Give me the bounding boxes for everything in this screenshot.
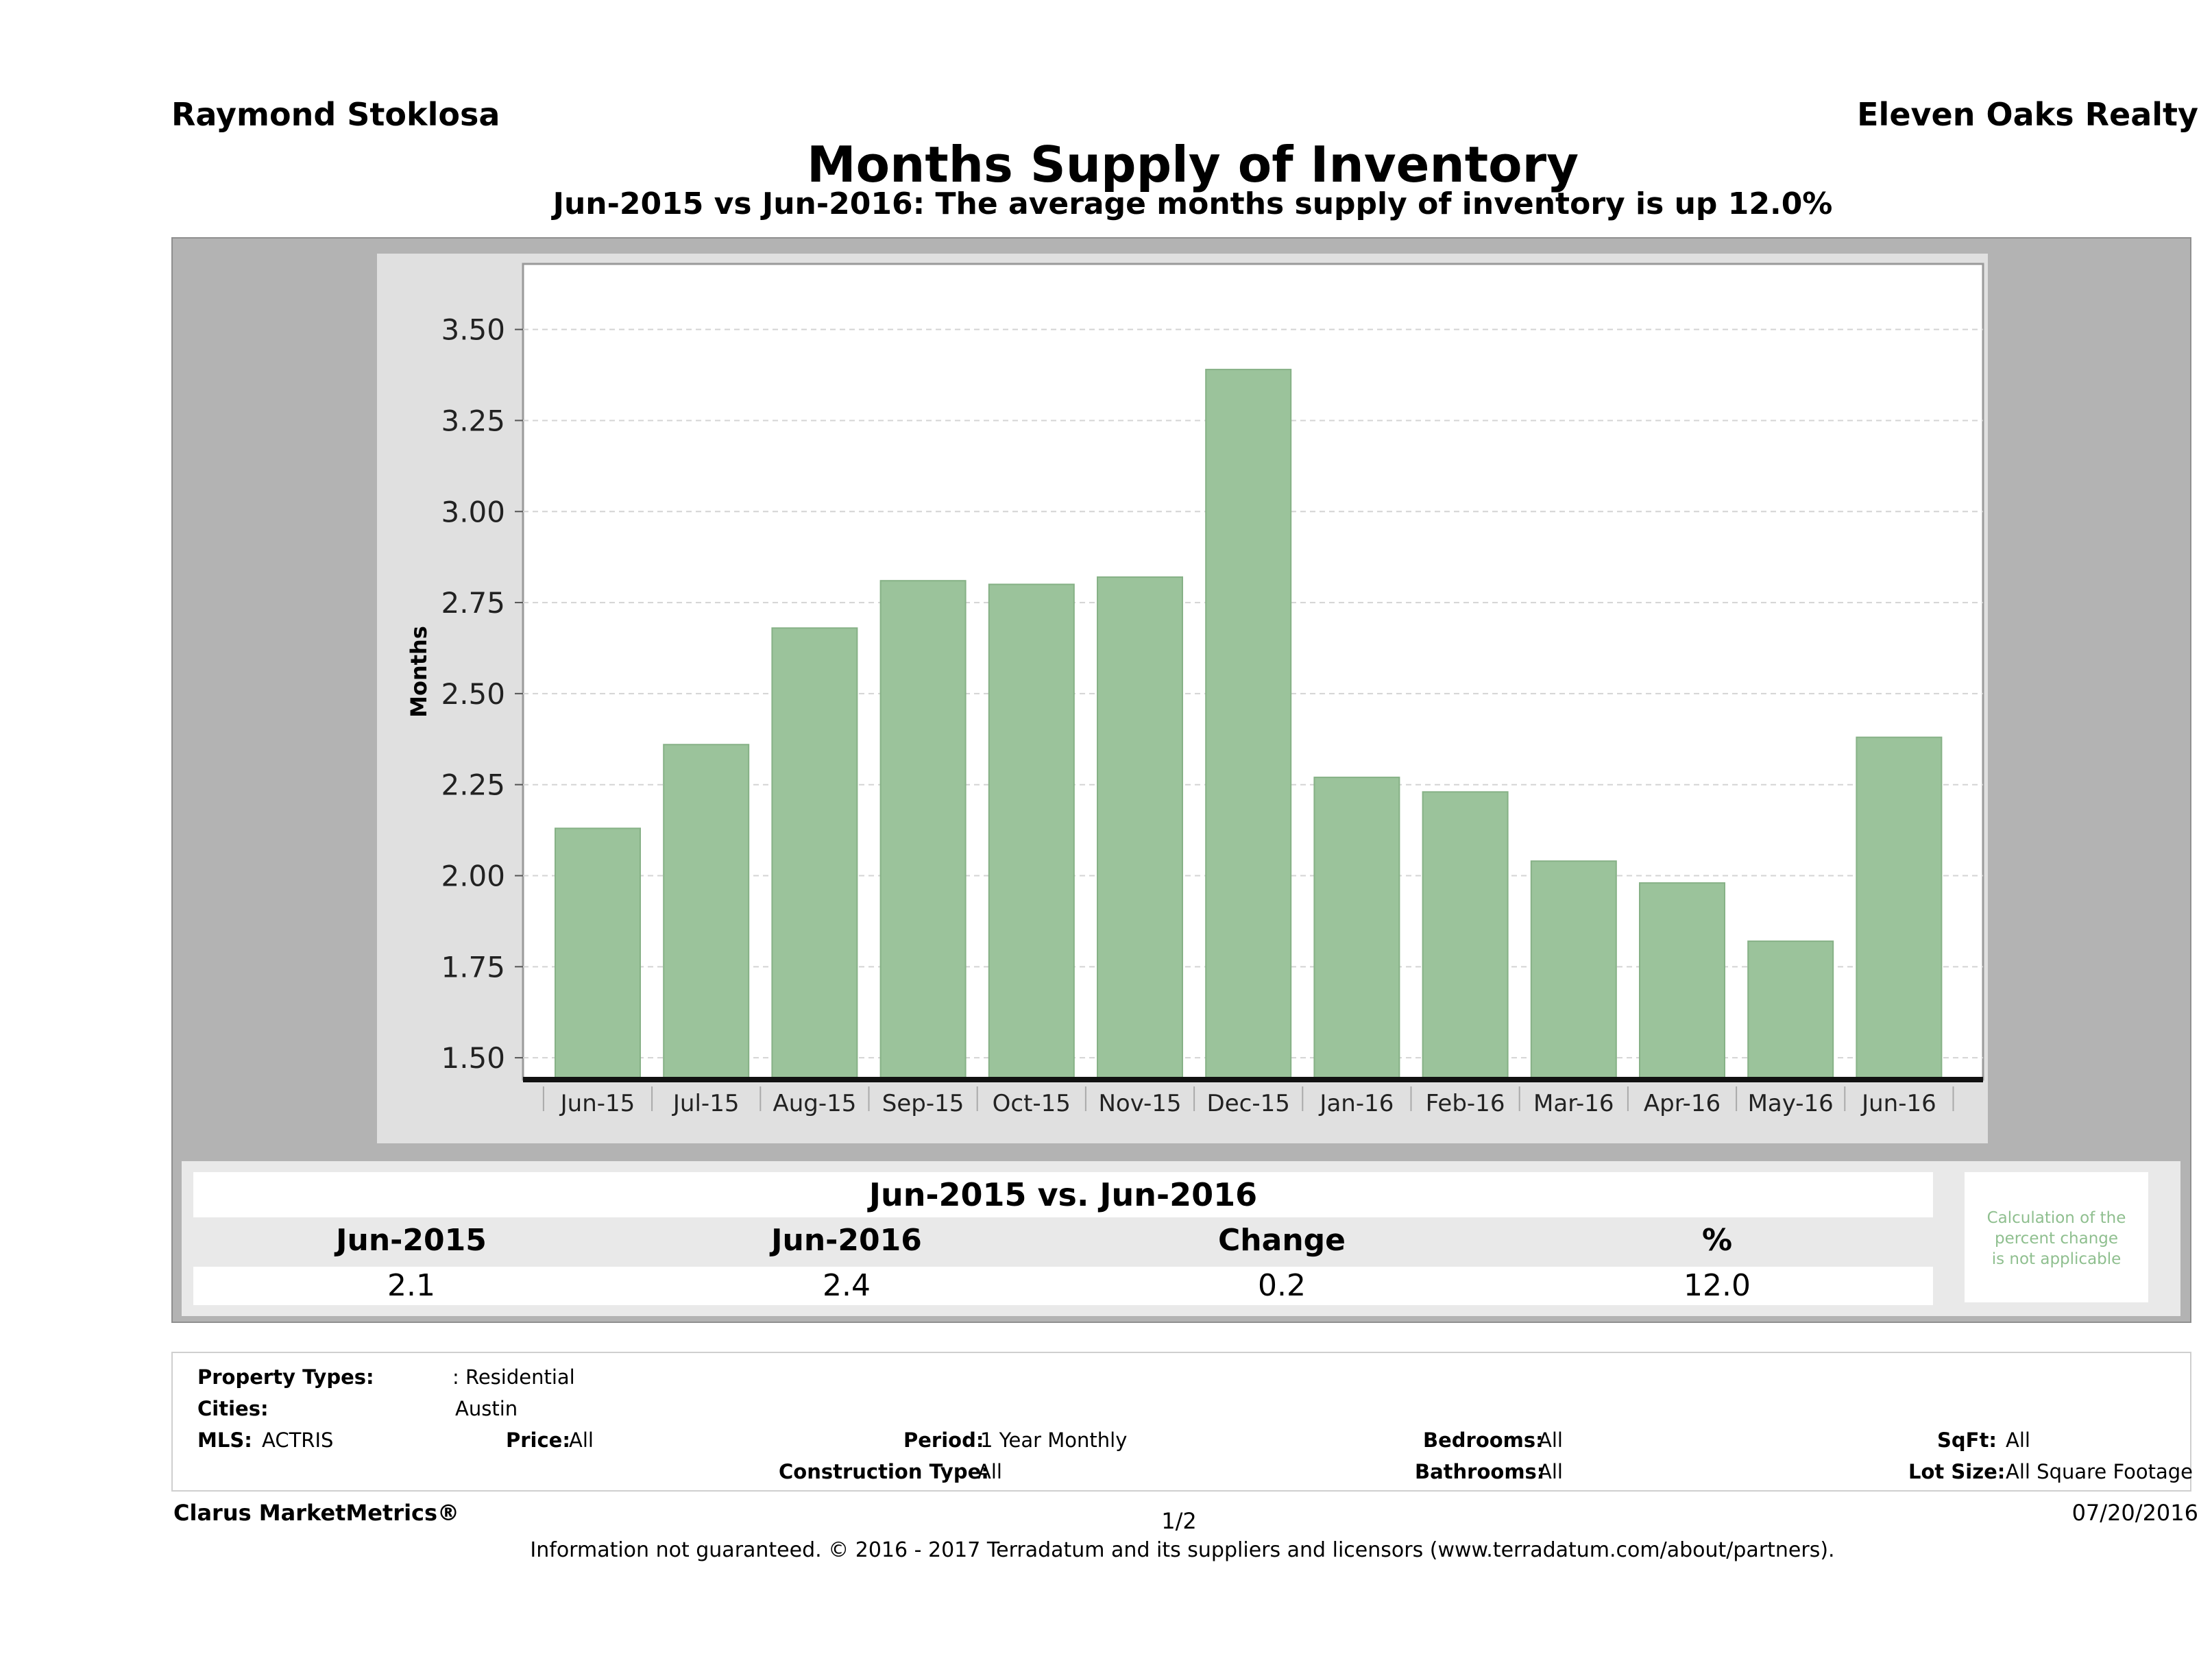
bar	[1313, 777, 1400, 1080]
disclaimer: Information not guaranteed. © 2016 - 201…	[530, 1538, 1835, 1562]
bar-chart: 1.50 1.75 2.00 2.25 2.50 2.75 3.00 3.25 3.50 Mont…	[406, 263, 1984, 1117]
bar	[1097, 576, 1183, 1080]
bar	[1747, 940, 1834, 1080]
percent-note-line: percent change	[1994, 1230, 2119, 1248]
x-tick-label: Nov-15	[1099, 1090, 1182, 1117]
comparison-label-from: Jun-2015	[336, 1223, 487, 1258]
bedrooms-label: Bedrooms:	[1423, 1428, 1544, 1452]
percent-note: Calculation of the percent change is not…	[1965, 1208, 2148, 1269]
y-tick-label: 2.25	[441, 768, 505, 802]
period-value: 1 Year Monthly	[980, 1428, 1128, 1452]
comparison-value-pct: 12.0	[1684, 1268, 1751, 1303]
report-date: 07/20/2016	[2071, 1500, 2198, 1526]
page-subtitle: Jun-2015 vs Jun-2016: The average months…	[552, 186, 1833, 221]
x-tick-label: Oct-15	[993, 1090, 1071, 1117]
bar	[1856, 736, 1943, 1080]
x-tick-label: Jun-15	[559, 1090, 635, 1117]
y-tick-label: 3.00	[441, 495, 505, 528]
page-number: 1/2	[1161, 1508, 1197, 1534]
comparison-label-to: Jun-2016	[771, 1223, 922, 1258]
bar	[1530, 860, 1617, 1080]
mls-label: MLS:	[197, 1428, 252, 1452]
x-tick-label: Dec-15	[1207, 1090, 1290, 1117]
footer-brand: Clarus MarketMetrics®	[173, 1500, 460, 1526]
property-types-label: Property Types:	[197, 1365, 374, 1389]
bathrooms-value: All	[1538, 1460, 1563, 1483]
cities-label: Cities:	[197, 1397, 269, 1420]
lot-size-value: All Square Footage	[2006, 1460, 2193, 1483]
property-types-value: : Residential	[452, 1365, 575, 1389]
x-tick-label: Jan-16	[1318, 1090, 1394, 1117]
y-tick-label: 2.00	[441, 860, 505, 893]
sqft-label: SqFt:	[1937, 1428, 1997, 1452]
bar	[771, 627, 858, 1080]
comparison-value-to: 2.4	[823, 1268, 871, 1303]
y-tick-label: 3.50	[441, 313, 505, 347]
bar	[1205, 369, 1292, 1080]
comparison-value-change: 0.2	[1258, 1268, 1306, 1303]
agent-name: Raymond Stoklosa	[171, 96, 500, 133]
comparison-heading: Jun-2015 vs. Jun-2016	[193, 1172, 1933, 1217]
y-tick-label: 3.25	[441, 404, 505, 437]
comparison-label-pct: %	[1701, 1223, 1733, 1258]
x-tick-label: Sep-15	[882, 1090, 964, 1117]
y-tick-label: 1.75	[441, 950, 505, 984]
y-tick-label: 1.50	[441, 1041, 505, 1075]
company-name: Eleven Oaks Realty	[1857, 96, 2198, 133]
price-value: All	[569, 1428, 594, 1452]
lot-size-label: Lot Size:	[1908, 1460, 2006, 1483]
mls-value: ACTRIS	[262, 1428, 334, 1452]
x-tick-label: Feb-16	[1426, 1090, 1505, 1117]
comparison-label-change: Change	[1218, 1223, 1346, 1258]
construction-type-label: Construction Type:	[779, 1460, 989, 1483]
bar	[1422, 791, 1509, 1080]
comparison-value-from: 2.1	[387, 1268, 435, 1303]
price-label: Price:	[506, 1428, 570, 1452]
construction-type-value: All	[977, 1460, 1002, 1483]
x-tick-label: May-16	[1748, 1090, 1834, 1117]
x-tick-label: Mar-16	[1533, 1090, 1614, 1117]
percent-note-box	[1965, 1172, 2148, 1302]
page-title: Months Supply of Inventory	[806, 136, 1579, 193]
bar	[1639, 882, 1725, 1080]
x-tick-label: Apr-16	[1644, 1090, 1721, 1117]
y-axis-label: Months	[406, 626, 432, 718]
bar	[663, 744, 750, 1080]
comparison-values-row	[193, 1267, 1933, 1305]
bar	[988, 583, 1075, 1080]
percent-note-line: is not applicable	[1991, 1250, 2122, 1268]
bathrooms-label: Bathrooms:	[1415, 1460, 1545, 1483]
x-tick-label: Aug-15	[773, 1090, 856, 1117]
percent-note-line: Calculation of the	[1986, 1209, 2126, 1227]
x-tick-label: Jun-16	[1860, 1090, 1936, 1117]
filter-summary	[171, 1352, 2191, 1492]
bedrooms-value: All	[1538, 1428, 1563, 1452]
bar	[555, 827, 641, 1080]
cities-value: Austin	[455, 1397, 518, 1420]
period-label: Period:	[903, 1428, 984, 1452]
x-tick-label: Jul-15	[672, 1090, 740, 1117]
y-tick-label: 2.50	[441, 677, 505, 711]
y-tick-label: 2.75	[441, 586, 505, 620]
bar	[879, 580, 967, 1080]
sqft-value: All	[2006, 1428, 2030, 1452]
